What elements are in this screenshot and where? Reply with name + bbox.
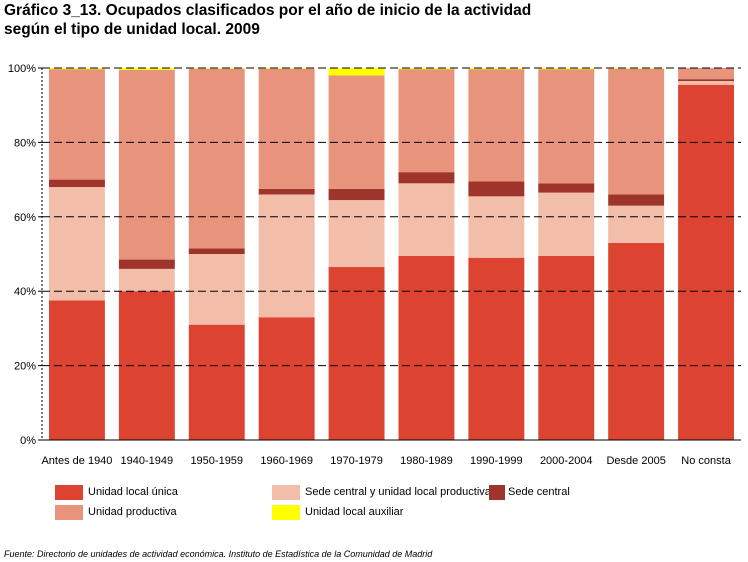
bar-segment — [398, 69, 455, 173]
bar-segment — [258, 68, 315, 189]
chart-title-line-2: según el tipo de unidad local. 2009 — [4, 21, 260, 38]
bar-segment — [258, 194, 315, 318]
legend-label-sede-central: Sede central — [508, 486, 570, 498]
bar-segment — [468, 69, 525, 182]
legend-swatch-sede-central — [489, 484, 505, 500]
x-tick-label: No consta — [681, 455, 731, 467]
bar-segment — [468, 181, 525, 197]
bar-segment — [538, 69, 595, 184]
bar-segment — [258, 188, 315, 195]
bar-segment — [328, 267, 385, 440]
bar-segment — [188, 248, 245, 254]
bar-segment — [608, 68, 665, 195]
bar-segment — [468, 196, 525, 258]
bar-segment — [538, 68, 595, 70]
legend-label-unidad-local-unica: Unidad local única — [88, 486, 178, 498]
x-tick-label: Antes de 1940 — [41, 455, 112, 467]
bar-segment — [188, 68, 245, 249]
bar-segment — [328, 188, 385, 201]
legend-item-sede-central: Sede central — [489, 484, 570, 500]
bar-segment — [48, 68, 105, 70]
chart-title: Gráfico 3_13. Ocupados clasificados por … — [4, 1, 744, 39]
legend-item-unidad-local-auxiliar: Unidad local auxiliar — [272, 504, 403, 520]
x-tick-label: Desde 2005 — [606, 455, 665, 467]
bar-segment — [188, 254, 245, 325]
bar-segment — [608, 242, 665, 440]
bar-segment — [398, 68, 455, 70]
bar-segment — [328, 75, 385, 189]
x-tick-label: 1950-1959 — [190, 455, 243, 467]
bar-segment — [118, 68, 175, 70]
legend-swatch-unidad-local-unica — [55, 484, 83, 500]
x-tick-label: 1960-1969 — [260, 455, 313, 467]
bar-segment — [398, 255, 455, 440]
source-note: Fuente: Directorio de unidades de activi… — [4, 549, 433, 559]
x-tick-label: 1970-1979 — [330, 455, 383, 467]
bar-segment — [678, 84, 735, 441]
x-tick-label: 2000-2004 — [540, 455, 593, 467]
legend-label-unidad-local-auxiliar: Unidad local auxiliar — [305, 506, 404, 518]
legend-label-sede-central-y-unidad: Sede central y unidad local productiva — [305, 486, 491, 498]
bar-segment — [608, 194, 665, 206]
bar-segment — [678, 68, 735, 80]
bar-segment — [608, 205, 665, 243]
x-tick-label: 1940-1949 — [121, 455, 174, 467]
x-tick-label: 1980-1989 — [400, 455, 453, 467]
bar-segment — [48, 300, 105, 440]
bar-segment — [48, 69, 105, 180]
bar-segment — [468, 68, 525, 70]
bar-segment — [398, 172, 455, 184]
legend-label-unidad-productiva: Unidad productiva — [88, 506, 177, 518]
legend-item-sede-central-y-unidad: Sede central y unidad local productiva — [272, 484, 491, 500]
stacked-bar-chart: Antes de 1940 1940-1949 1950-1959 1960-1969… — [8, 63, 741, 467]
legend-swatch-unidad-local-auxiliar — [272, 504, 300, 520]
bar-segment — [398, 183, 455, 256]
bar-segment — [678, 81, 735, 85]
bar-segment — [538, 192, 595, 256]
y-tick-label: 0% — [20, 435, 36, 447]
bar-segment — [188, 324, 245, 440]
y-tick-label: 60% — [14, 212, 36, 224]
bar-segment — [538, 255, 595, 440]
y-tick-label: 80% — [14, 137, 36, 149]
legend-item-unidad-productiva: Unidad productiva — [55, 504, 177, 520]
legend-item-unidad-local-unica: Unidad local única — [55, 484, 178, 500]
bar-segment — [118, 268, 175, 292]
legend-swatch-unidad-productiva — [55, 504, 83, 520]
bar-segment — [678, 79, 735, 82]
bar-segment — [48, 187, 105, 301]
bar-segment — [118, 69, 175, 260]
bar-segment — [468, 257, 525, 440]
y-tick-label: 100% — [8, 63, 36, 75]
legend-swatch-sede-central-y-unidad — [272, 484, 300, 500]
chart-title-line-1: Gráfico 3_13. Ocupados clasificados por … — [4, 2, 532, 19]
bar-segment — [328, 200, 385, 268]
bar-segment — [118, 259, 175, 269]
x-tick-label: 1990-1999 — [470, 455, 523, 467]
bar-segment — [538, 183, 595, 193]
bar-segment — [48, 179, 105, 188]
y-tick-label: 40% — [14, 286, 36, 298]
bar-segment — [328, 68, 385, 76]
bar-segment — [258, 317, 315, 440]
y-tick-label: 20% — [14, 361, 36, 373]
